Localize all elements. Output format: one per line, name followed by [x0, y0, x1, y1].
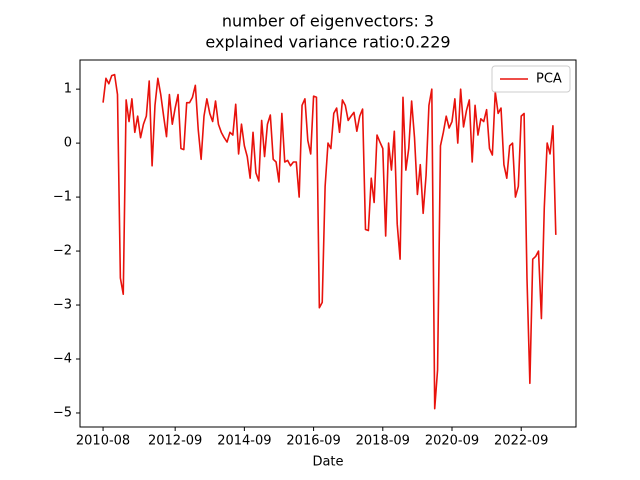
x-tick-label: 2022-09 [494, 434, 548, 449]
x-axis-label: Date [312, 455, 343, 470]
x-tick-label: 2010-08 [76, 434, 130, 449]
x-tick-label: 2014-09 [217, 434, 271, 449]
axes-frame [79, 59, 577, 428]
x-tick-label: 2016-09 [286, 434, 340, 449]
y-tick-label: −5 [53, 405, 72, 420]
line-series [102, 73, 557, 410]
x-tick-label: 2012-09 [148, 434, 202, 449]
y-tick-label: −3 [53, 298, 72, 313]
y-tick-label: 1 [64, 82, 72, 97]
y-tick-label: −2 [53, 244, 72, 259]
chart-title: number of eigenvectors: 3 [222, 12, 434, 31]
y-tick-label: 0 [64, 136, 72, 151]
y-tick-label: −4 [53, 351, 72, 366]
legend-box [491, 65, 571, 93]
chart-subtitle: explained variance ratio:0.229 [205, 33, 450, 52]
y-tick-label: −1 [53, 190, 72, 205]
legend-label: PCA [536, 72, 562, 87]
x-tick-label: 2020-09 [425, 434, 479, 449]
x-tick-label: 2018-09 [356, 434, 410, 449]
